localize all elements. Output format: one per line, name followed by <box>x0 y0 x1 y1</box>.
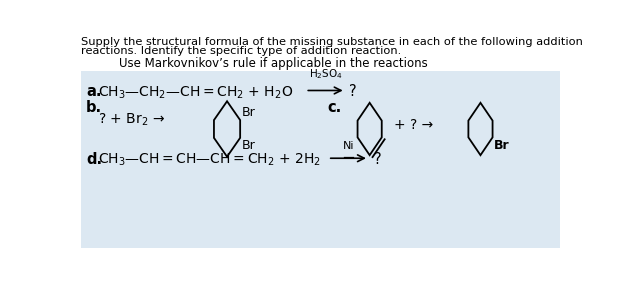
Text: c.: c. <box>328 100 342 116</box>
Text: reactions. Identify the specific type of addition reaction.: reactions. Identify the specific type of… <box>81 46 401 56</box>
Text: b.: b. <box>86 100 102 116</box>
Text: Br: Br <box>242 106 255 119</box>
Text: Supply the structural formula of the missing substance in each of the following : Supply the structural formula of the mis… <box>81 37 582 47</box>
Text: ?: ? <box>349 84 357 99</box>
Text: d.: d. <box>86 152 102 167</box>
Text: ?: ? <box>374 152 381 167</box>
Text: ? + Br$_2$ →: ? + Br$_2$ → <box>98 111 165 128</box>
Text: H$_2$SO$_4$: H$_2$SO$_4$ <box>309 67 342 81</box>
Text: CH$_3$—CH$=$CH—CH$=$CH$_2$ + 2H$_2$: CH$_3$—CH$=$CH—CH$=$CH$_2$ + 2H$_2$ <box>98 152 321 168</box>
Text: Use Markovnikov’s rule if applicable in the reactions: Use Markovnikov’s rule if applicable in … <box>118 57 428 70</box>
Text: CH$_3$—CH$_2$—CH$=$CH$_2$ + H$_2$O: CH$_3$—CH$_2$—CH$=$CH$_2$ + H$_2$O <box>98 84 294 101</box>
Text: Br: Br <box>242 139 255 152</box>
FancyBboxPatch shape <box>81 71 560 248</box>
Text: Br: Br <box>494 139 510 152</box>
Text: a.: a. <box>86 84 101 99</box>
Text: Ni: Ni <box>342 141 354 151</box>
Text: + ? →: + ? → <box>394 118 433 132</box>
